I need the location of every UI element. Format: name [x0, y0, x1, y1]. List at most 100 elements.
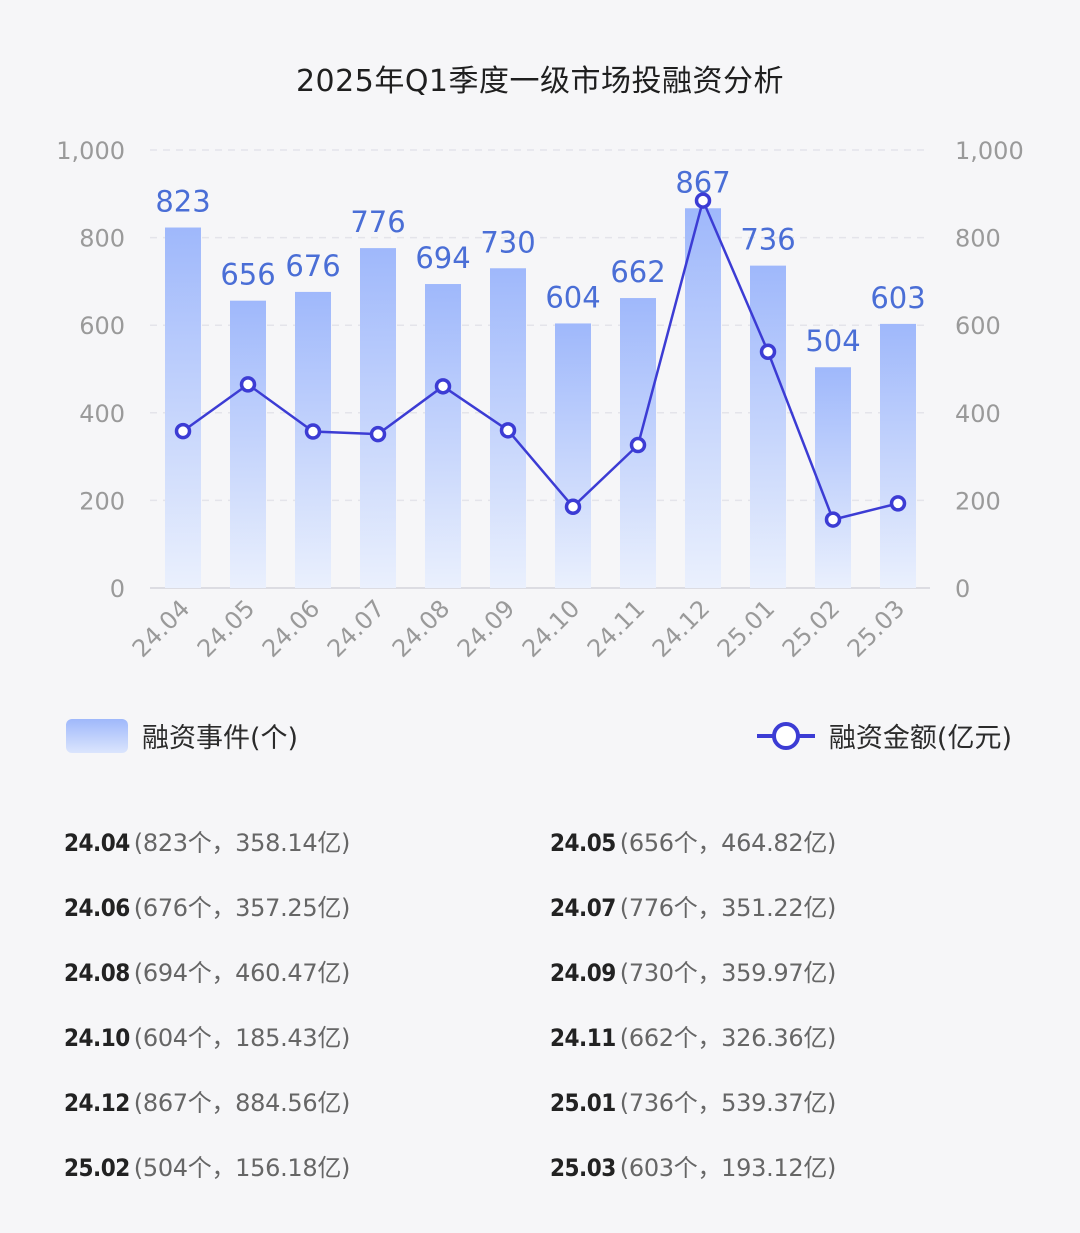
left-tick-label: 800 [79, 225, 125, 253]
right-tick-label: 0 [955, 575, 970, 603]
bar-swatch-icon [66, 718, 128, 753]
bar-value-label: 504 [805, 324, 860, 358]
detail-values: (676个，357.25亿) [133, 894, 351, 922]
left-tick-label: 400 [79, 400, 125, 428]
x-tick-label: 24.05 [192, 594, 260, 662]
detail-date: 24.11 [550, 1024, 616, 1052]
bar [425, 284, 461, 588]
legend-bar-label: 融资事件(个) [142, 723, 299, 754]
detail-item: 24.10 (604个，185.43亿) [64, 1021, 550, 1055]
x-tick-label: 24.08 [387, 594, 455, 662]
right-tick-label: 200 [955, 487, 1001, 515]
line-point [369, 425, 387, 443]
left-tick-label: 200 [79, 487, 125, 515]
x-tick-label: 24.11 [582, 594, 650, 662]
bar [880, 323, 916, 588]
right-y-axis: 0 200 400 600 800 1,000 [955, 137, 1024, 603]
line-point [759, 343, 777, 361]
detail-item: 24.04 (823个，358.14亿) [64, 826, 550, 860]
bar-series [165, 208, 916, 588]
detail-item: 25.03 (603个，193.12亿) [550, 1151, 1024, 1185]
bar-value-label: 730 [480, 225, 535, 259]
line-point [239, 376, 257, 393]
right-tick-label: 800 [955, 225, 1001, 253]
line-point [889, 495, 907, 512]
x-tick-label: 25.01 [712, 594, 780, 662]
detail-item: 25.01 (736个，539.37亿) [550, 1086, 1024, 1120]
x-tick-label: 24.06 [257, 594, 325, 662]
detail-values: (867个，884.56亿) [133, 1089, 351, 1117]
detail-item: 25.02 (504个，156.18亿) [64, 1151, 550, 1185]
bar [685, 208, 721, 588]
x-tick-label: 24.07 [322, 594, 390, 662]
bar [230, 300, 266, 588]
detail-date: 24.06 [64, 894, 130, 922]
detail-date: 25.03 [550, 1154, 616, 1182]
detail-values: (776个，351.22亿) [619, 894, 837, 922]
x-tick-label: 24.04 [127, 594, 195, 662]
detail-item: 24.05 (656个，464.82亿) [550, 826, 1024, 860]
line-point [304, 423, 322, 440]
line-point [174, 422, 192, 440]
line-point [434, 378, 452, 395]
detail-values: (504个，156.18亿) [133, 1154, 351, 1182]
bar [750, 265, 786, 588]
line-point [824, 511, 842, 528]
left-tick-label: 600 [79, 312, 125, 340]
combo-chart: 0 200 400 600 800 1,000 0 200 400 600 800 1,000 82… [56, 137, 1024, 663]
detail-values: (604个，185.43亿) [133, 1024, 351, 1052]
legend-line-series: 融资金额(亿元) [755, 716, 1012, 755]
x-tick-label: 24.12 [647, 594, 715, 662]
bar-value-label: 604 [545, 280, 600, 314]
detail-item: 24.08 (694个，460.47亿) [64, 956, 550, 990]
x-axis: 24.0424.0524.0624.0724.0824.0924.1024.11… [127, 594, 910, 662]
bar [295, 291, 331, 588]
bar [165, 227, 201, 588]
line-point [694, 192, 712, 209]
left-tick-label: 0 [110, 575, 125, 603]
detail-values: (694个，460.47亿) [133, 959, 351, 987]
bar-value-label: 662 [610, 255, 665, 289]
left-tick-label: 1,000 [56, 137, 125, 165]
line-series [174, 192, 907, 528]
bar [555, 323, 591, 588]
grid-lines [150, 149, 930, 589]
detail-date: 24.12 [64, 1089, 130, 1117]
monthly-details-list: 24.04 (823个，358.14亿) 24.05 (656个，464.82亿) 24… [64, 826, 1024, 1185]
right-tick-label: 400 [955, 400, 1001, 428]
left-y-axis: 0 200 400 600 800 1,000 [56, 137, 125, 603]
chart-title: 2025年Q1季度一级市场投融资分析 [295, 64, 785, 99]
detail-values: (730个，359.97亿) [619, 959, 837, 987]
detail-item: 24.07 (776个，351.22亿) [550, 891, 1024, 925]
x-tick-label: 25.02 [777, 594, 845, 662]
bar [815, 367, 851, 588]
x-tick-label: 25.03 [842, 594, 910, 662]
bar-value-label: 776 [350, 205, 405, 239]
detail-date: 24.08 [64, 959, 130, 987]
x-tick-label: 24.10 [517, 594, 585, 662]
line-point [629, 436, 647, 454]
detail-values: (656个，464.82亿) [619, 829, 837, 857]
legend-bar-series: 融资事件(个) [66, 716, 298, 755]
detail-item: 24.06 (676个，357.25亿) [64, 891, 550, 925]
legend-line-label: 融资金额(亿元) [828, 723, 1012, 754]
detail-date: 24.04 [64, 829, 130, 857]
detail-item: 24.09 (730个，359.97亿) [550, 956, 1024, 990]
detail-values: (662个，326.36亿) [619, 1024, 837, 1052]
detail-date: 24.09 [550, 959, 616, 987]
detail-date: 24.10 [64, 1024, 130, 1052]
line-point [564, 498, 582, 516]
detail-values: (603个，193.12亿) [619, 1154, 837, 1182]
right-tick-label: 1,000 [955, 137, 1024, 165]
detail-item: 24.12 (867个，884.56亿) [64, 1086, 550, 1120]
detail-item: 24.11 (662个，326.36亿) [550, 1021, 1024, 1055]
detail-date: 25.02 [64, 1154, 130, 1182]
line-point [499, 422, 517, 439]
line-path [182, 196, 899, 522]
bar-value-label: 823 [155, 185, 210, 219]
bar [360, 248, 396, 588]
right-tick-label: 600 [955, 312, 1001, 340]
detail-date: 24.07 [550, 894, 616, 922]
detail-values: (823个，358.14亿) [133, 829, 351, 857]
